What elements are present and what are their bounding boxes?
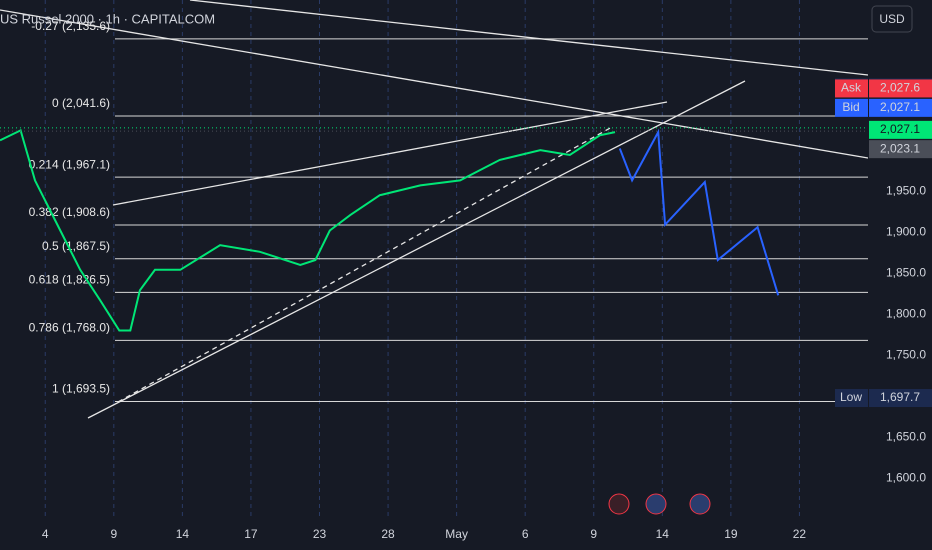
price-badge [869,389,932,408]
y-tick-label: 1,950.0 [886,183,926,197]
price-badge-name: Ask [841,81,862,95]
price-badge [869,98,932,117]
grid-layer [44,0,800,520]
series-line [618,128,780,296]
trend-line [87,80,746,419]
axis-layer: 1,600.01,650.01,700.01,750.01,800.01,850… [42,78,932,541]
trend-line [112,101,668,206]
trend-line [189,0,869,76]
y-tick-label: 1,850.0 [886,265,926,279]
price-badge-label: 2,027.6 [880,81,920,95]
x-tick-label: 14 [656,527,670,541]
x-tick-label: 4 [42,527,49,541]
price-badge-name-box [835,389,868,408]
x-tick-label: 14 [176,527,190,541]
y-tick-label: 1,900.0 [886,224,926,238]
price-badge-name-box [835,79,868,98]
x-tick-label: 23 [313,527,327,541]
currency-label: USD [879,12,905,26]
price-badge-label: 2,023.1 [880,141,920,155]
fib-label: 0.214 (1,967.1) [29,157,110,171]
x-tick-label: 9 [110,527,117,541]
event-icon[interactable] [689,493,711,515]
price-badge-name-box [835,98,868,117]
x-tick-label: 28 [381,527,395,541]
fib-label: 0.786 (1,768.0) [29,321,110,335]
x-tick-label: 22 [793,527,807,541]
trend-line [0,9,869,159]
event-icons [608,493,711,515]
y-tick-label: 1,800.0 [886,306,926,320]
y-tick-label: 1,650.0 [886,429,926,443]
x-tick-label: May [445,527,468,541]
currency-button[interactable] [871,5,913,33]
trend-lines [0,0,869,419]
series-line [0,128,616,332]
fib-label: 0.382 (1,908.6) [29,205,110,219]
price-badge [869,120,932,139]
price-badge-label: 1,697.7 [880,390,920,404]
price-badge [869,140,932,159]
fib-label: 1 (1,693.5) [52,382,110,396]
price-badge-name: Bid [842,100,859,114]
price-axis-panel [868,0,932,522]
trend-line [117,126,613,403]
x-tick-label: 19 [724,527,738,541]
fib-label: 0.618 (1,826.5) [29,273,110,287]
x-tick-label: 17 [244,527,258,541]
data-layer [0,127,868,332]
price-badge-label: 2,027.1 [880,122,920,136]
chart-title: US Russel 2000 · 1h · CAPITALCOM [0,11,215,26]
fib-label: -0.27 (2,135.6) [31,19,110,33]
y-tick-label: 1,600.0 [886,470,926,484]
x-tick-label: 6 [522,527,529,541]
event-icon[interactable] [608,493,630,515]
fib-label: 0 (2,041.6) [52,96,110,110]
fib-label: 0.5 (1,867.5) [42,239,110,253]
y-tick-label: 1,750.0 [886,347,926,361]
price-badge-label: 2,027.1 [880,100,920,114]
price-badge-name: Low [840,390,862,404]
price-badge [869,79,932,98]
x-tick-label: 9 [590,527,597,541]
event-icon[interactable] [645,493,667,515]
